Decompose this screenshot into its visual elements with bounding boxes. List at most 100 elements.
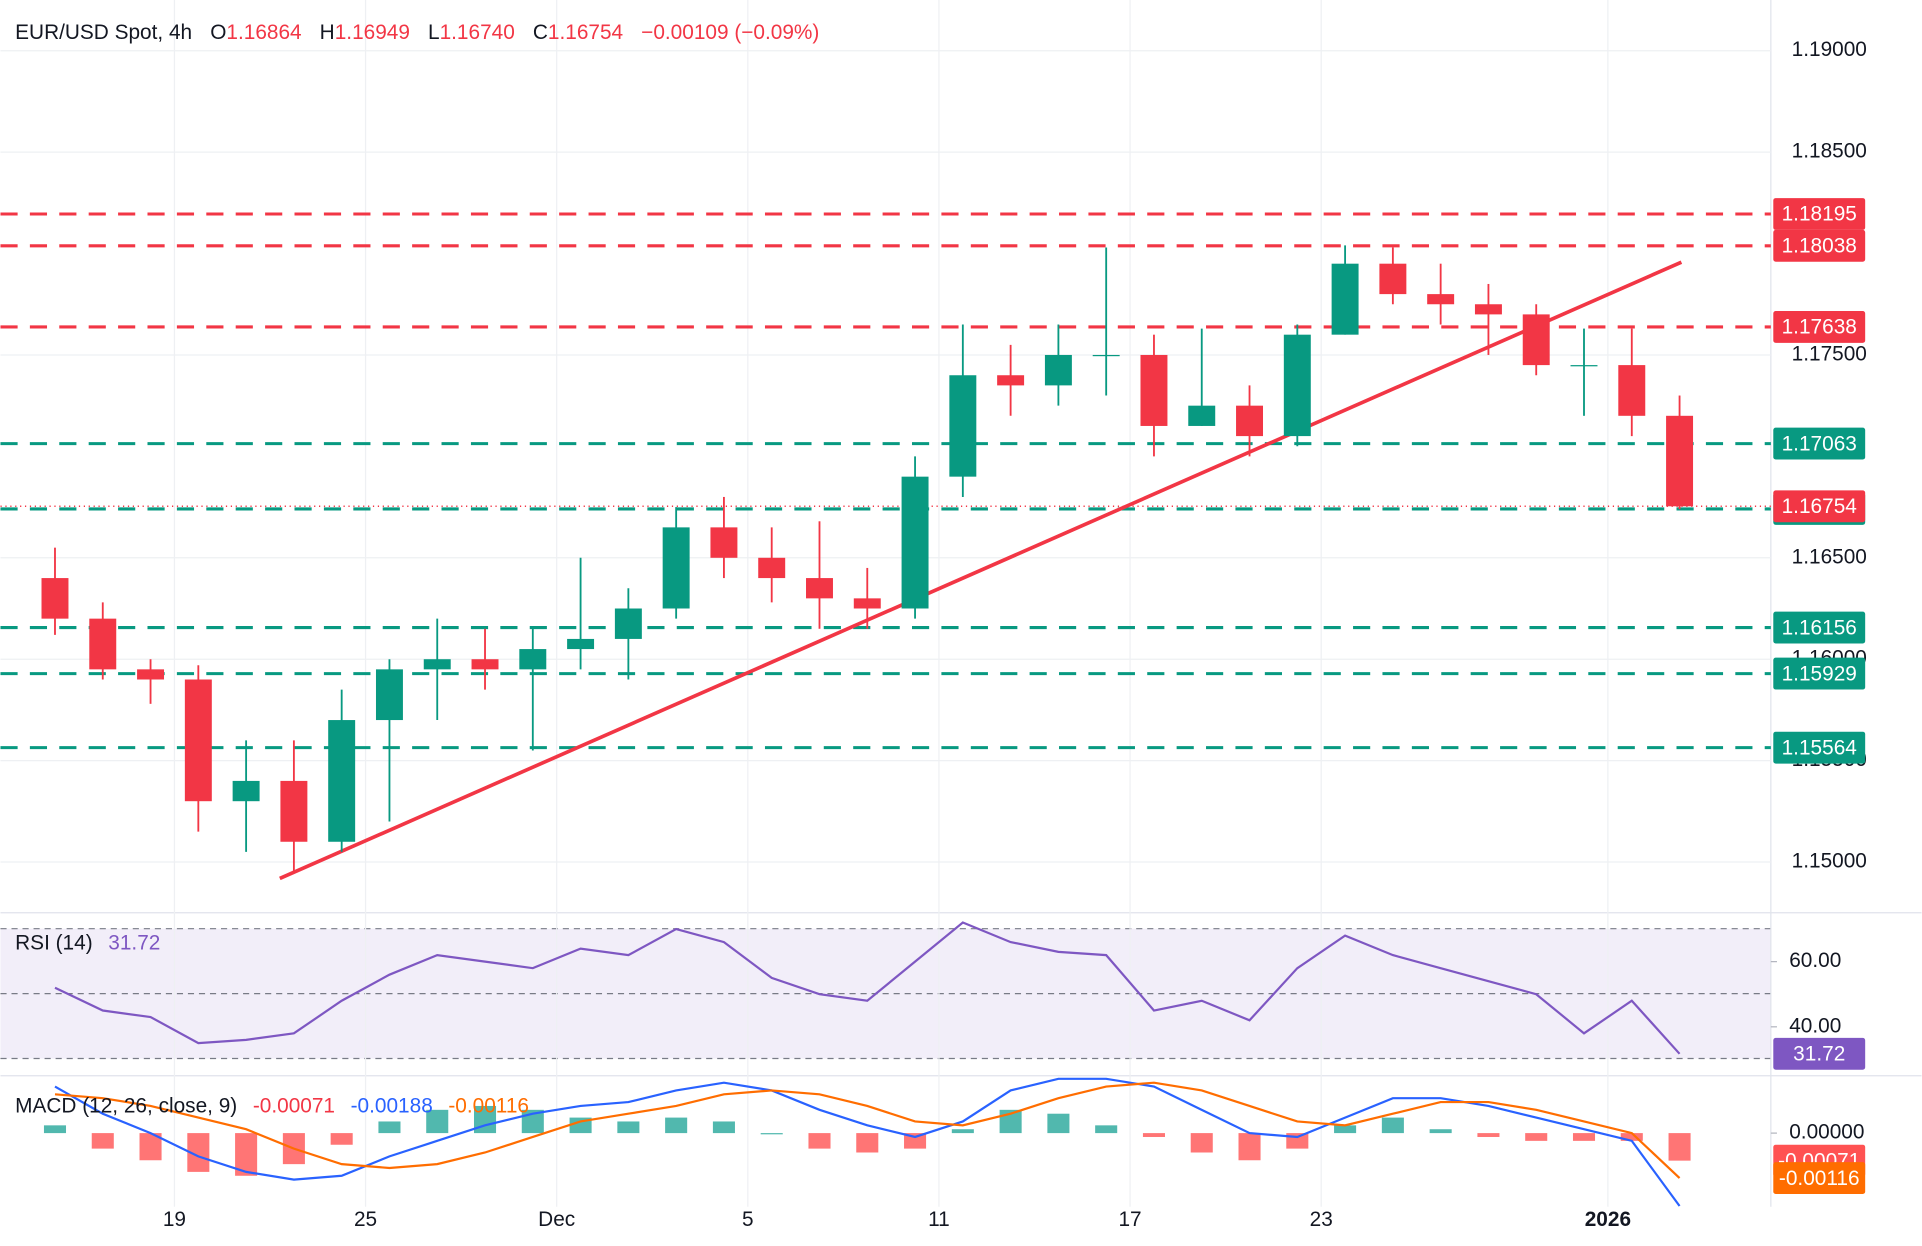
- ohlc-label: L: [428, 21, 440, 44]
- candle-body: [901, 476, 929, 609]
- rsi-box: [1773, 1037, 1866, 1070]
- macd-value: -0.00188: [351, 1094, 433, 1117]
- macd-hist-bar: [1190, 1133, 1213, 1153]
- candle-body: [41, 578, 69, 619]
- candle-body: [519, 649, 547, 670]
- candle-body: [1188, 405, 1216, 426]
- change: −0.00109 (−0.09%): [641, 21, 819, 44]
- macd-hist-bar: [665, 1117, 688, 1134]
- rsi-name: RSI (14): [15, 931, 93, 954]
- macd-hist-bar: [951, 1129, 974, 1134]
- macd-hist-bar: [1095, 1125, 1118, 1134]
- candle-body: [1522, 314, 1550, 366]
- level-label: 1.15929: [1782, 662, 1857, 685]
- level-label: 1.16156: [1782, 616, 1857, 639]
- x-tick-label: 11: [928, 1208, 950, 1231]
- ohlc-value: 1.16949: [335, 21, 410, 44]
- y-tick-label: 1.19000: [1792, 38, 1867, 61]
- symbol: EUR/USD Spot, 4h: [15, 21, 192, 44]
- candle-body: [1044, 354, 1072, 386]
- candle-body: [997, 375, 1025, 386]
- rsi-value: 31.72: [108, 931, 160, 954]
- candle-body: [758, 557, 786, 579]
- level-box: [1773, 731, 1866, 764]
- macd-hist-bar: [904, 1133, 927, 1149]
- candle-body: [1331, 263, 1359, 335]
- candle-body: [184, 679, 212, 802]
- macd-signal-box: [1773, 1162, 1866, 1195]
- macd-hist-bar: [1047, 1113, 1070, 1134]
- candle-body: [1618, 365, 1646, 416]
- x-tick-label: 5: [742, 1208, 754, 1231]
- level-box: [1773, 657, 1866, 690]
- macd-hist-bar: [1429, 1129, 1452, 1134]
- macd-line: [54, 1077, 1681, 1207]
- x-tick-label: Dec: [538, 1208, 575, 1231]
- level-box: [1773, 311, 1866, 343]
- ohlc-label: O: [210, 21, 226, 44]
- level-box: [1773, 427, 1866, 460]
- macd-hist-bar: [1381, 1117, 1404, 1134]
- macd-header: MACD (12, 26, close, 9) -0.00071 -0.0018…: [15, 1094, 529, 1117]
- rsi-label: 31.72: [1793, 1043, 1845, 1066]
- candle-body: [853, 598, 881, 609]
- level-label: 1.18038: [1782, 235, 1857, 258]
- rsi-tick-label: 40.00: [1789, 1014, 1841, 1037]
- candle-body: [614, 608, 642, 639]
- candle-body: [1666, 415, 1694, 507]
- macd-hist-bar: [426, 1109, 449, 1134]
- last-price-label: 1.16754: [1782, 495, 1857, 518]
- candle-body: [89, 618, 117, 670]
- ohlc-label: C: [533, 21, 548, 44]
- macd-hist-bar: [1572, 1133, 1596, 1141]
- macd-hist-bar: [1525, 1133, 1548, 1141]
- macd-hist-bar: [1620, 1133, 1643, 1141]
- ohlc-label: H: [320, 21, 335, 44]
- candle-body: [806, 578, 833, 599]
- candle-body: [949, 375, 977, 477]
- candle-body: [1379, 263, 1407, 295]
- candle-body: [232, 780, 260, 802]
- macd-hist-bar: [712, 1121, 735, 1134]
- macd-hist-bar: [1668, 1133, 1691, 1161]
- macd-hist-bar: [808, 1133, 831, 1149]
- y-tick-label: 1.16500: [1792, 545, 1867, 568]
- macd-hist-bar: [760, 1133, 783, 1135]
- macd-hist-bar: [91, 1133, 114, 1149]
- macd-name: MACD (12, 26, close, 9): [15, 1094, 237, 1117]
- candle-body: [137, 669, 165, 680]
- level-label: 1.18195: [1782, 203, 1857, 226]
- rsi-header: RSI (14) 31.72: [15, 931, 160, 954]
- ohlc-value: 1.16740: [440, 21, 515, 44]
- macd-hist-bar: [187, 1133, 210, 1172]
- x-tick-label: 25: [354, 1208, 377, 1231]
- candle-body: [662, 527, 690, 609]
- last-price-box: [1773, 490, 1866, 523]
- macd-hist-bar: [235, 1133, 258, 1176]
- candle-body: [567, 638, 595, 650]
- y-tick-label: 1.18500: [1792, 140, 1867, 163]
- candle-body: [1236, 405, 1264, 437]
- level-label: 1.17638: [1782, 316, 1857, 339]
- macd-hist-value: -0.00071: [253, 1094, 335, 1117]
- candle-body: [1092, 354, 1120, 357]
- header: EUR/USD Spot, 4h O1.16864 H1.16949 L1.16…: [15, 21, 819, 44]
- y-tick-label: 1.17500: [1792, 342, 1867, 365]
- macd-hist-bar: [330, 1133, 353, 1145]
- x-tick-label: 19: [163, 1208, 186, 1231]
- x-tick-label: 2026: [1585, 1208, 1631, 1231]
- ohlc-value: 1.16864: [226, 21, 301, 44]
- macd-hist-bar: [378, 1121, 401, 1134]
- ohlc-value: 1.16754: [548, 21, 623, 44]
- candle-body: [328, 720, 356, 842]
- macd-tick-label: 0.00000: [1789, 1121, 1864, 1144]
- level-label: 1.17063: [1782, 432, 1857, 455]
- level-box: [1773, 198, 1866, 230]
- candle-body: [471, 659, 499, 670]
- macd-hist-bar: [139, 1133, 162, 1161]
- candle-body: [280, 780, 308, 842]
- candle-body: [423, 659, 451, 670]
- trendline: [279, 260, 1683, 881]
